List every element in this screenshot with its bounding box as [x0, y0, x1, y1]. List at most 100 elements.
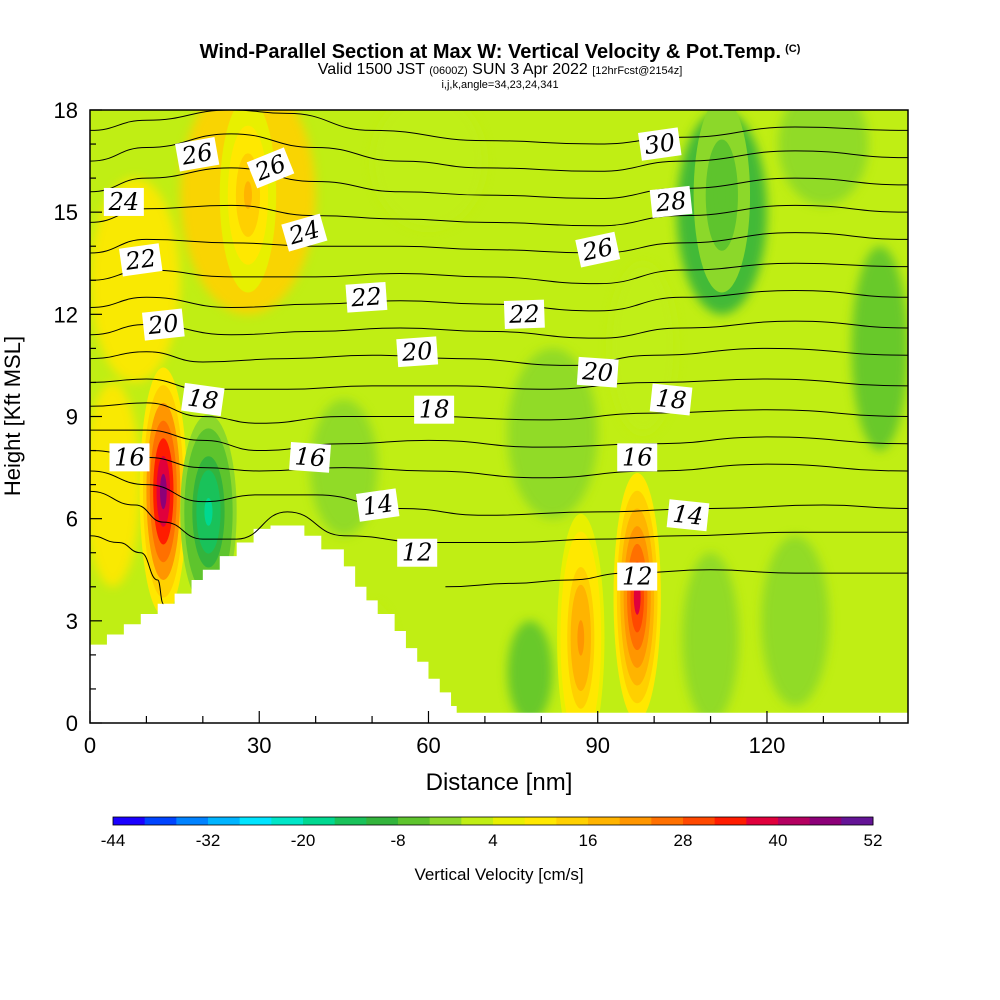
y-tick-label: 6 [66, 507, 78, 532]
contour-label: 16 [109, 443, 150, 472]
contour-label: 12 [617, 562, 658, 591]
contour-label-text: 14 [361, 489, 395, 521]
copyright-mark: (C) [785, 43, 801, 55]
contour-label: 14 [355, 488, 400, 522]
contour-label: 26 [175, 137, 220, 172]
colorbar-swatch [556, 817, 589, 825]
contour-label-text: 20 [146, 309, 180, 340]
contour-label-text: 22 [123, 244, 158, 276]
colorbar-swatch [239, 817, 272, 825]
contour-label-text: 16 [294, 442, 326, 472]
x-tick-label: 90 [585, 733, 609, 758]
colorbar-swatch [334, 817, 367, 825]
isentrope-line [90, 133, 908, 172]
contour-label-text: 18 [419, 396, 450, 424]
contour-label-text: 22 [349, 282, 382, 312]
contour-label: 22 [345, 281, 388, 313]
colorbar-swatch [809, 817, 842, 825]
colorbar-swatch [778, 817, 811, 825]
contour-label-text: 20 [400, 337, 433, 367]
contour-label: 20 [396, 336, 439, 368]
contour-label: 18 [181, 382, 225, 417]
y-axis-label: Height [Kft MSL] [0, 336, 25, 496]
velocity-cell-0 [139, 367, 188, 616]
isentrope-line [90, 167, 908, 200]
contour-label-text: 26 [579, 233, 616, 267]
velocity-cell-3 [557, 513, 605, 723]
isentrope-line [90, 347, 908, 366]
colorbar-tick-label: 28 [674, 831, 693, 850]
contour-label: 16 [289, 442, 331, 473]
colorbar-swatch [588, 817, 621, 825]
colorbar-swatch [113, 817, 146, 825]
colorbar-tick-label: 40 [769, 831, 788, 850]
isentrope-line [90, 429, 908, 452]
colorbar-tick-label: -44 [101, 831, 126, 850]
y-tick-label: 0 [66, 711, 78, 736]
terrain-mask [90, 525, 908, 723]
colorbar-swatch [429, 817, 462, 825]
colorbar-swatch [746, 817, 779, 825]
contour-label-text: 24 [108, 188, 140, 216]
x-tick-label: 0 [84, 733, 96, 758]
velocity-cell-5 [693, 110, 751, 293]
contour-label: 30 [638, 127, 682, 161]
x-tick-label: 120 [749, 733, 786, 758]
colorbar-swatch [398, 817, 431, 825]
colorbar-swatch [619, 817, 652, 825]
chart-grid-info: i,j,k,angle=34,23,24,341 [441, 79, 559, 91]
colorbar-tick-label: 16 [579, 831, 598, 850]
isentrope-line [90, 535, 164, 605]
contour-label-text: 22 [508, 300, 541, 329]
contour-label-text: 18 [654, 384, 687, 415]
x-tick-label: 30 [247, 733, 271, 758]
terrain [90, 525, 908, 723]
contour-label: 14 [666, 499, 710, 532]
colorbar-swatch [841, 817, 874, 825]
colorbar-frame [112, 816, 874, 826]
colorbar-swatch [176, 817, 209, 825]
colorbar-swatch [714, 817, 747, 825]
contour-label-text: 12 [402, 539, 433, 567]
y-tick-label: 15 [54, 200, 78, 225]
colorbar-swatch [208, 817, 241, 825]
colorbar-tick-label: -32 [196, 831, 221, 850]
contour-label: 20 [141, 308, 185, 341]
colorbar: -44 -32 -20 -8 4 16 28 40 52 [101, 816, 883, 850]
y-tick-label: 9 [66, 405, 78, 430]
colorbar-tick-label: -8 [390, 831, 405, 850]
contour-label-text: 16 [114, 443, 145, 471]
contour-label-text: 12 [622, 563, 653, 591]
contour-label: 12 [397, 538, 438, 567]
colorbar-tick-label: 52 [864, 831, 883, 850]
contour-label-text: 26 [179, 138, 215, 171]
y-tick-label: 18 [54, 98, 78, 123]
colorbar-label: Vertical Velocity [cm/s] [414, 865, 583, 884]
x-axis-label: Distance [nm] [426, 769, 573, 796]
contour-label: 24 [103, 187, 144, 216]
isentrope-line [90, 320, 908, 339]
colorbar-swatch [683, 817, 716, 825]
isentrope-line [90, 289, 908, 312]
isentrope-line [90, 470, 908, 516]
contour-label: 18 [414, 395, 455, 424]
title-block: Wind-Parallel Section at Max W: Vertical… [0, 38, 1000, 91]
contour-label: 24 [281, 213, 328, 252]
colorbar-swatch [493, 817, 526, 825]
colorbar-swatch [651, 817, 684, 825]
isentrope-line [90, 450, 908, 479]
contour-label: 18 [649, 383, 693, 416]
y-tick-label: 3 [66, 609, 78, 634]
axes: 0 30 60 90 120 0 3 6 9 12 15 18 [54, 98, 881, 758]
contour-label-text: 28 [653, 186, 687, 217]
isentrope-line [90, 262, 908, 285]
colorbar-tick-label: -20 [291, 831, 316, 850]
isentrope-line [90, 110, 908, 145]
colorbar-swatch [303, 817, 336, 825]
contour-label: 20 [576, 356, 619, 388]
chart-subtitle: Valid 1500 JST (0600Z) SUN 3 Apr 2022 [1… [317, 61, 683, 78]
colorbar-swatch [461, 817, 494, 825]
x-tick-label: 60 [416, 733, 440, 758]
